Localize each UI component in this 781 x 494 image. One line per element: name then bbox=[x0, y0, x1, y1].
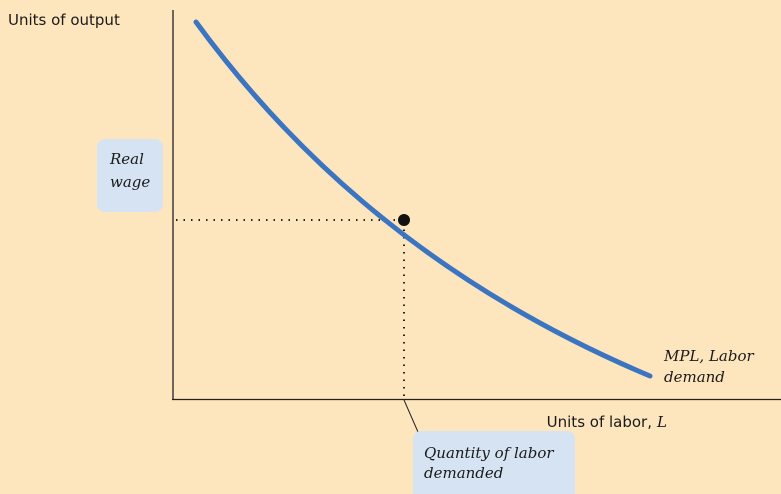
callout-box bbox=[97, 139, 163, 212]
y-axis-label: Units of output bbox=[8, 11, 120, 29]
equilibrium-point bbox=[398, 214, 410, 226]
curve-label: demand bbox=[664, 368, 725, 386]
curve-label: MPL, Labor bbox=[663, 347, 754, 365]
callout-box bbox=[413, 431, 575, 494]
callout-text: wage bbox=[110, 173, 150, 191]
labor-demand-curve bbox=[193, 19, 653, 379]
x-axis-variable: L bbox=[656, 413, 667, 431]
callout-text: Real bbox=[109, 150, 144, 168]
callout-text: Quantity of labor bbox=[424, 444, 554, 462]
callout-text: demanded bbox=[424, 464, 503, 482]
x-axis-label: Units of labor, bbox=[547, 413, 652, 431]
callout-leader bbox=[403, 399, 419, 433]
